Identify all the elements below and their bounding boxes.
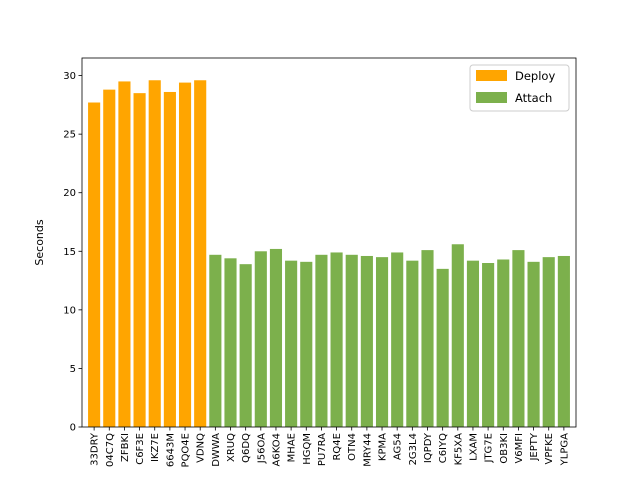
x-tick-label: VPFKE [544,433,555,465]
x-tick-label: KF5XA [453,433,464,466]
bar-attach-otn4 [345,254,358,427]
x-tick-label: IKZ7E [150,433,161,462]
bar-attach-lxam [466,260,480,427]
x-tick-label: C6F3E [135,433,146,465]
legend-label-deploy: Deploy [515,69,555,83]
bar-attach-kpma [375,257,389,427]
bar-deploy-zfbki [118,81,131,428]
bar-attach-rq4e [330,252,343,427]
x-tick-label: RQ4E [332,433,343,461]
y-axis: 0 5 10 15 20 25 30 [63,71,82,434]
y-tick-label: 30 [63,71,76,82]
legend-label-attach: Attach [515,91,552,105]
bars-group [88,80,570,428]
bar-attach-kf5xa [451,244,464,427]
bar-deploy-pqo4e [178,82,192,427]
x-tick-label: VDNQ [196,433,207,463]
x-tick-label: V6MFI [514,433,525,464]
x-tick-label: PU7RA [317,433,328,466]
x-tick-label: 2G3L4 [408,433,419,465]
bar-attach-a6ko4 [269,248,283,427]
x-tick-label: JEPTY [529,432,540,461]
bar-attach-q6dq [239,264,252,427]
bar-attach-c6iyq [436,268,449,427]
x-tick-label: AG54 [393,433,404,460]
bar-attach-ylpga [557,255,570,427]
bar-attach-xruq [224,258,237,427]
x-tick-label: OB3KI [499,433,510,464]
x-tick-label: 04C7Q [105,433,116,467]
bar-deploy-c6f3e [133,93,146,427]
bar-attach-dwwa [209,254,222,427]
bar-attach-ag54 [391,252,404,427]
x-tick-label: DWWA [211,433,222,467]
y-tick-label: 10 [63,305,76,316]
y-tick-label: 20 [63,188,76,199]
x-tick-label: MRY44 [362,433,373,467]
bar-deploy-6643m [163,91,176,427]
x-tick-label: J56OA [256,433,267,464]
y-tick-label: 15 [63,247,76,258]
bar-deploy-04c7q [103,89,116,427]
bar-attach-j56oa [254,251,267,427]
x-tick-label: C6IYQ [438,433,449,463]
x-tick-label: A6KO4 [271,433,282,466]
bar-deploy-ikz7e [148,80,161,427]
legend-swatch-attach [476,92,507,103]
legend: Deploy Attach [469,64,570,112]
x-tick-label: PQO4E [181,433,192,467]
x-tick-label: HGQM [302,433,313,465]
bar-attach-2g3l4 [406,260,419,427]
bar-attach-iqpdy [421,250,434,427]
x-tick-label: Q6DQ [241,433,252,463]
plot-frame [81,57,577,428]
bar-attach-pu7ra [315,254,328,427]
bar-deploy-33dry [88,102,101,427]
x-tick-label: 6643M [165,433,176,467]
bar-attach-v6mfi [512,250,525,427]
y-axis-label: Seconds [33,219,46,265]
bar-attach-mry44 [360,255,373,427]
x-tick-label: MHAE [287,433,298,462]
x-axis: 33DRY 04C7Q ZFBKI C6F3E IKZ7E 6643M PQO4E VDNQ D… [90,427,570,467]
x-tick-label: JTG7E [484,433,495,464]
bar-attach-hgqm [300,261,313,427]
bar-attach-jtg7e [482,263,495,427]
bar-attach-mhae [285,260,298,427]
x-tick-label: OTN4 [347,433,358,461]
x-tick-label: ZFBKI [120,433,131,462]
bar-attach-ob3ki [497,259,510,427]
y-tick-label: 0 [70,423,76,434]
bar-attach-jepty [527,261,540,427]
x-tick-label: 33DRY [90,432,101,466]
legend-swatch-deploy [476,70,507,81]
bar-attach-vpfke [542,257,555,427]
bar-deploy-vdnq [194,80,207,427]
x-tick-label: XRUQ [226,433,237,462]
y-tick-label: 25 [63,130,76,141]
x-tick-label: IQPDY [423,432,434,463]
x-tick-label: LXAM [468,433,479,461]
y-tick-label: 5 [70,364,76,375]
x-tick-label: YLPGA [559,433,570,466]
x-tick-label: KPMA [378,433,389,461]
